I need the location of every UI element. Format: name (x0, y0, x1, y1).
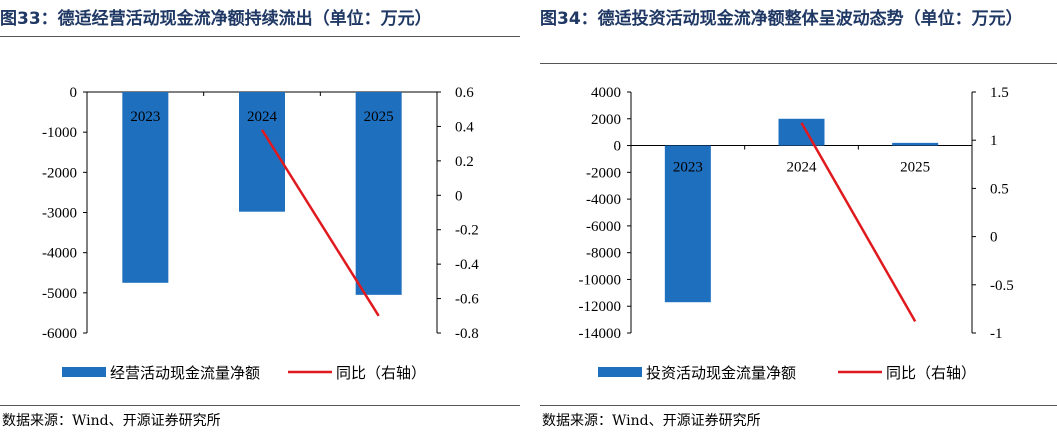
x-tick-label: 2025 (364, 109, 394, 125)
title-rule (540, 63, 1057, 64)
y-right-tick-label: -0.8 (455, 326, 479, 342)
bar (892, 142, 939, 146)
y-left-tick-label: -14000 (579, 326, 622, 342)
legend-label-line: 同比（右轴） (886, 365, 976, 382)
bar (778, 118, 825, 146)
y-left-tick-label: -2000 (586, 165, 621, 181)
y-left-tick-label: -5000 (42, 286, 77, 302)
line-segment (260, 129, 380, 317)
figure-title: 图34：德适投资活动现金流净额整体呈波动态势（单位：万元） (540, 9, 1023, 29)
line-segment (800, 122, 917, 323)
x-tick-label: 2024 (247, 109, 278, 125)
x-tick-label: 2024 (787, 160, 818, 176)
chart-panel-right: 图34：德适投资活动现金流净额整体呈波动态势（单位：万元） 4000 2000 0 -… (540, 0, 1057, 438)
y-right-tick-label: 0 (455, 188, 463, 204)
legend-label-bar: 经营活动现金流量净额 (110, 365, 260, 382)
bar (122, 92, 169, 283)
y-left-tick-label: -10000 (579, 272, 622, 288)
bar (239, 92, 285, 212)
y-left-tick-label: 2000 (591, 112, 621, 128)
source-rule (0, 405, 520, 406)
chart-panel-left: 图33：德适经营活动现金流净额持续流出（单位：万元） 0 -1000 -2000 -3… (0, 0, 520, 438)
x-tick-label: 2023 (673, 160, 703, 176)
bar (355, 92, 402, 295)
source-note: 数据来源：Wind、开源证券研究所 (542, 413, 761, 429)
y-left-tick-label: -4000 (42, 246, 77, 262)
legend-swatch-bar (62, 367, 106, 377)
y-left-tick-label: -4000 (586, 192, 621, 208)
y-left-tick-label: -8000 (586, 246, 621, 262)
y-right-tick-label: 0 (990, 230, 998, 246)
y-right-tick-label: 0.4 (455, 119, 474, 135)
legend-swatch-bar (598, 367, 642, 377)
legend-label-line: 同比（右轴） (336, 365, 426, 382)
y-left-tick-label: -12000 (579, 299, 622, 315)
y-left-tick-label: -3000 (42, 206, 77, 222)
source-note: 数据来源：Wind、开源证券研究所 (2, 413, 221, 429)
x-tick-label: 2025 (900, 160, 930, 176)
y-right-tick-label: -0.5 (990, 278, 1014, 294)
legend-label-bar: 投资活动现金流量净额 (646, 365, 796, 382)
source-rule (540, 405, 1057, 406)
y-right-tick-label: -0.2 (455, 223, 479, 239)
y-left-tick-label: -1000 (42, 125, 77, 141)
y-left-tick-label: -2000 (42, 165, 77, 181)
y-left-tick-label: 4000 (591, 85, 621, 101)
x-tick-label: 2023 (130, 109, 160, 125)
bar (664, 145, 711, 303)
y-right-tick-label: -0.6 (455, 292, 479, 308)
y-right-tick-label: 1.5 (990, 85, 1009, 101)
y-right-tick-label: -1 (990, 326, 1003, 342)
y-right-tick-label: -0.4 (455, 257, 479, 273)
figure-title: 图33：德适经营活动现金流净额持续流出（单位：万元） (0, 9, 432, 29)
y-left-tick-label: 0 (614, 139, 622, 155)
chart-canvas: 0 -1000 -2000 -3000 -4000 -5000 -6000 0.6 0.4 0.2… (42, 85, 479, 382)
y-right-tick-label: 0.5 (990, 181, 1009, 197)
y-left-tick-label: 0 (70, 85, 78, 101)
y-right-tick-label: 0.2 (455, 154, 474, 170)
y-left-tick-label: -6000 (42, 326, 77, 342)
y-right-tick-label: 1 (990, 133, 998, 149)
chart-canvas: 4000 2000 0 -2000 -4000 -6000 -8000 -10000 -1200… (579, 85, 1014, 382)
title-rule (0, 36, 520, 37)
y-left-tick-label: -6000 (586, 219, 621, 235)
y-right-tick-label: 0.6 (455, 85, 474, 101)
